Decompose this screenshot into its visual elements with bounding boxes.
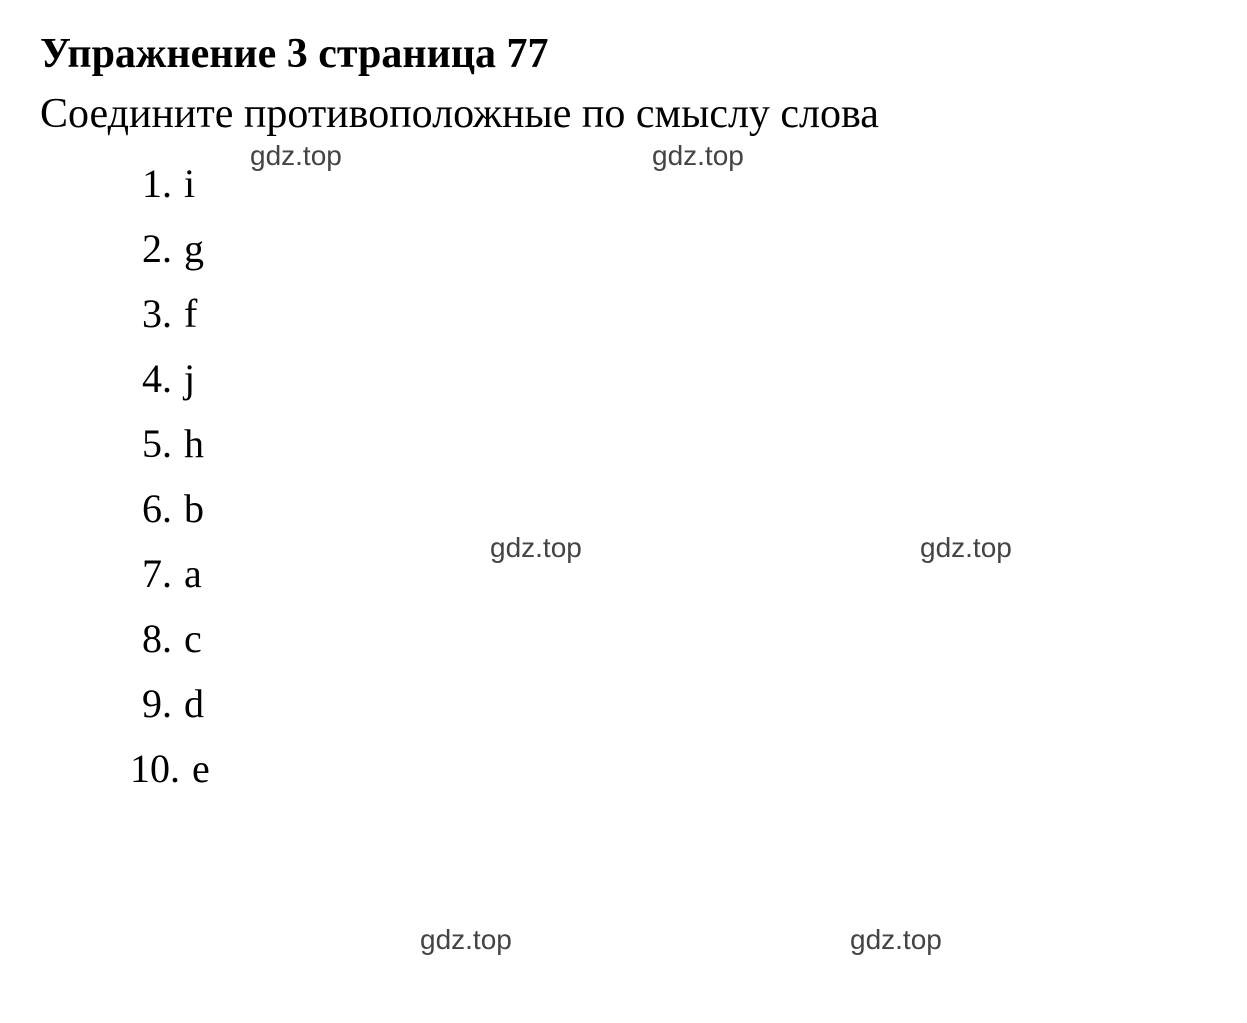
- list-item: 5. h: [130, 420, 1207, 467]
- exercise-subtitle: Соедините противоположные по смыслу слов…: [40, 90, 1207, 138]
- list-value: f: [180, 290, 197, 337]
- list-value: b: [180, 485, 204, 532]
- list-number: 2.: [130, 225, 180, 272]
- list-value: c: [180, 615, 202, 662]
- list-item: 9. d: [130, 680, 1207, 727]
- list-value: h: [180, 420, 204, 467]
- list-item: 2. g: [130, 225, 1207, 272]
- list-value: a: [180, 550, 202, 597]
- list-item: 3. f: [130, 290, 1207, 337]
- list-item: 1. i: [130, 160, 1207, 207]
- answer-list: 1. i 2. g 3. f 4. j 5. h 6. b 7. a 8. c: [40, 146, 1207, 792]
- list-item: 6. b: [130, 485, 1207, 532]
- list-number: 9.: [130, 680, 180, 727]
- watermark-text: gdz.top: [420, 924, 512, 956]
- list-value: e: [188, 745, 210, 792]
- list-number: 3.: [130, 290, 180, 337]
- exercise-title: Упражнение 3 страница 77: [40, 30, 1207, 78]
- list-item: 10. e: [130, 745, 1207, 792]
- list-number: 5.: [130, 420, 180, 467]
- list-value: j: [180, 355, 195, 402]
- list-item: 8. c: [130, 615, 1207, 662]
- list-number: 1.: [130, 160, 180, 207]
- watermark-text: gdz.top: [850, 924, 942, 956]
- list-number: 7.: [130, 550, 180, 597]
- list-number: 8.: [130, 615, 180, 662]
- list-number: 4.: [130, 355, 180, 402]
- list-number: 6.: [130, 485, 180, 532]
- list-item: 4. j: [130, 355, 1207, 402]
- list-number: 10.: [130, 745, 188, 792]
- list-item: 7. a: [130, 550, 1207, 597]
- list-value: i: [180, 160, 195, 207]
- content-block: gdz.top gdz.top gdz.top gdz.top gdz.top …: [40, 146, 1207, 792]
- list-value: g: [180, 225, 204, 272]
- list-value: d: [180, 680, 204, 727]
